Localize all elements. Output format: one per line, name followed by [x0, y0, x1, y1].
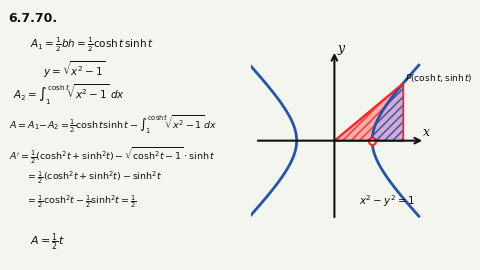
Text: $A_2=\int_1^{\cosh t}\!\sqrt{x^2-1}\;dx$: $A_2=\int_1^{\cosh t}\!\sqrt{x^2-1}\;dx$: [13, 83, 125, 107]
Text: $A'=\frac{1}{2}(\cosh^2\!t+\sinh^2\!t)-\sqrt{\cosh^2\!t-1}\cdot\sinh t$: $A'=\frac{1}{2}(\cosh^2\!t+\sinh^2\!t)-\…: [9, 146, 215, 166]
Text: y: y: [337, 42, 345, 55]
Text: $=\frac{1}{2}\cosh^2\!t-\frac{1}{2}\sinh^2\!t=\frac{1}{2}$: $=\frac{1}{2}\cosh^2\!t-\frac{1}{2}\sinh…: [26, 193, 136, 210]
Text: 6.7.70.: 6.7.70.: [9, 12, 58, 25]
Polygon shape: [372, 84, 403, 141]
Text: x: x: [423, 126, 430, 139]
Text: $x^2-y^2=1$: $x^2-y^2=1$: [359, 193, 416, 209]
Text: $A=A_1\!-\!A_2=\frac{1}{2}\cosh t\sinh t-\int_1^{\cosh t}\!\sqrt{x^2-1}\,dx$: $A=A_1\!-\!A_2=\frac{1}{2}\cosh t\sinh t…: [9, 114, 217, 136]
Text: $=\frac{1}{2}(\cosh^2\!t+\sinh^2\!t)-\sinh^2\!t$: $=\frac{1}{2}(\cosh^2\!t+\sinh^2\!t)-\si…: [26, 169, 162, 186]
Text: $y=\sqrt{x^2-1}$: $y=\sqrt{x^2-1}$: [43, 59, 106, 80]
Text: $P(\cosh t,\sinh t)$: $P(\cosh t,\sinh t)$: [405, 72, 472, 84]
Text: $A=\frac{1}{2}t$: $A=\frac{1}{2}t$: [30, 232, 65, 253]
Polygon shape: [335, 84, 403, 141]
Text: $A_1= \frac{1}{2}bh= \frac{1}{2}\cosh t\, \sinh t$: $A_1= \frac{1}{2}bh= \frac{1}{2}\cosh t\…: [30, 36, 154, 54]
